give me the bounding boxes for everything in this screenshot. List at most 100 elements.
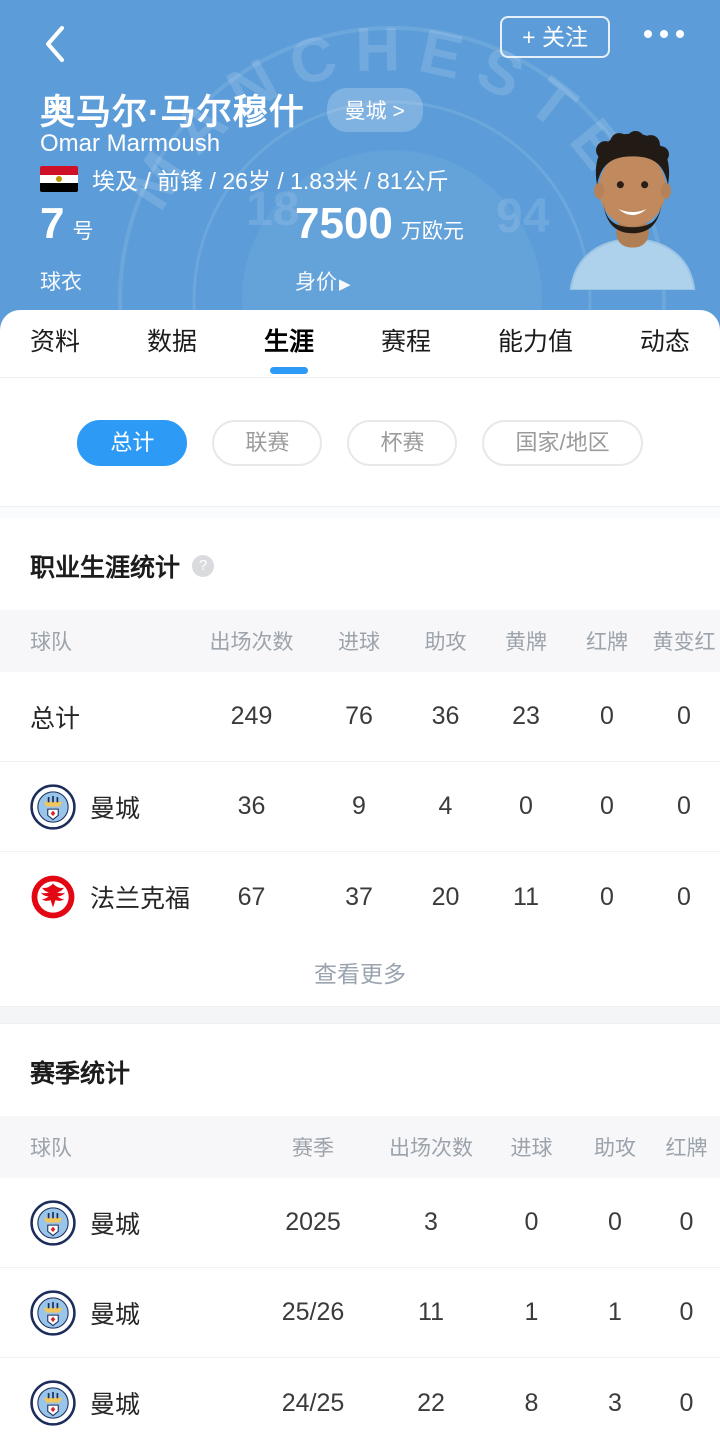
stat-cell: 0 bbox=[677, 882, 691, 911]
table-row[interactable]: 曼城 36 9 4 0 0 0 bbox=[0, 762, 720, 852]
filter-pills: 总计 联赛 杯赛 国家/地区 bbox=[0, 378, 720, 506]
stat-cell: 67 bbox=[237, 882, 266, 911]
stat-cell: 24/25 bbox=[281, 1388, 345, 1417]
stat-cell: 76 bbox=[345, 702, 373, 730]
table-row[interactable]: 曼城 2025 3 0 0 0 bbox=[0, 1178, 720, 1268]
tab-feed[interactable]: 动态 bbox=[639, 327, 690, 356]
back-button[interactable] bbox=[38, 20, 82, 64]
season-table: 球队 赛季 出场次数 进球 助攻 红牌 曼城 2025 3 0 0 0 曼城 25/26 11 1 1 0 曼… bbox=[0, 1116, 720, 1448]
jersey-number: 7 bbox=[40, 199, 65, 248]
filter-national[interactable]: 国家/地区 bbox=[482, 420, 643, 466]
tab-profile[interactable]: 资料 bbox=[30, 327, 81, 356]
stat-cell: 0 bbox=[677, 792, 691, 820]
stat-cell: 0 bbox=[679, 1388, 694, 1417]
tab-bar: 资料 数据 生涯 赛程 能力值 动态 bbox=[0, 310, 720, 378]
follow-button[interactable]: + 关注 bbox=[500, 16, 610, 58]
more-button[interactable] bbox=[644, 30, 684, 38]
stat-cell: 0 bbox=[519, 792, 533, 820]
team-cell: 曼城 bbox=[0, 783, 190, 830]
filter-cup[interactable]: 杯赛 bbox=[347, 420, 458, 466]
column-header: 助攻 bbox=[594, 1137, 636, 1160]
help-icon[interactable]: ? bbox=[192, 555, 215, 577]
jersey-unit: 号 bbox=[72, 220, 94, 243]
stat-cell: 36 bbox=[237, 792, 266, 820]
stat-cell: 0 bbox=[600, 792, 614, 820]
team-name: 曼城 bbox=[90, 1300, 141, 1329]
stat-cell: 3 bbox=[424, 1208, 438, 1236]
column-header: 出场次数 bbox=[209, 631, 294, 654]
team-cell: 曼城 bbox=[0, 1199, 250, 1246]
column-header: 进球 bbox=[338, 631, 380, 654]
filter-total[interactable]: 总计 bbox=[77, 420, 188, 466]
frankfurt-logo bbox=[31, 875, 75, 919]
player-info-line: 埃及 / 前锋 / 26岁 / 1.83米 / 81公斤 bbox=[92, 168, 449, 194]
column-header: 球队 bbox=[30, 631, 72, 654]
table-header-row: 球队 赛季 出场次数 进球 助攻 红牌 bbox=[0, 1116, 720, 1178]
stat-cell: 0 bbox=[677, 702, 691, 730]
stat-cell: 23 bbox=[512, 702, 540, 730]
player-name-en: Omar Marmoush bbox=[40, 130, 221, 157]
stat-cell: 25/26 bbox=[281, 1298, 345, 1326]
filter-league[interactable]: 联赛 bbox=[212, 420, 323, 466]
market-value: 7500 bbox=[295, 199, 393, 248]
stat-cell: 9 bbox=[352, 792, 366, 820]
stat-cell: 3 bbox=[608, 1388, 622, 1417]
stat-cell: 0 bbox=[524, 1208, 539, 1236]
team-cell: 曼城 bbox=[0, 1289, 250, 1336]
team-name: 曼城 bbox=[90, 1210, 141, 1239]
team-cell: 总计 bbox=[0, 699, 190, 735]
stat-cell: 0 bbox=[679, 1298, 694, 1326]
team-cell: 法兰克福 bbox=[0, 874, 190, 920]
table-row: 总计 249 76 36 23 0 0 bbox=[0, 672, 720, 762]
team-cell: 曼城 bbox=[0, 1380, 250, 1426]
triangle-right-icon: ▶ bbox=[339, 276, 351, 293]
tab-career[interactable]: 生涯 bbox=[264, 310, 314, 378]
stat-cell: 22 bbox=[417, 1388, 445, 1417]
market-value-label: 身价 bbox=[295, 271, 337, 294]
table-header-row: 球队 出场次数 进球 助攻 黄牌 红牌 黄变红 bbox=[0, 610, 720, 672]
section-separator bbox=[0, 1006, 720, 1024]
table-row[interactable]: 法兰克福 67 37 20 11 0 0 bbox=[0, 852, 720, 942]
column-header: 球队 bbox=[30, 1137, 72, 1160]
career-section-title: 职业生涯统计 bbox=[30, 554, 181, 582]
view-more-button[interactable]: 查看更多 bbox=[314, 961, 406, 987]
column-header: 红牌 bbox=[665, 1137, 708, 1160]
tab-data[interactable]: 数据 bbox=[146, 327, 197, 356]
team-name: 曼城 bbox=[90, 794, 141, 823]
stat-cell: 11 bbox=[513, 882, 539, 911]
table-row[interactable]: 曼城 25/26 11 1 1 0 bbox=[0, 1268, 720, 1358]
stat-cell: 0 bbox=[608, 1208, 622, 1236]
column-header: 出场次数 bbox=[389, 1137, 473, 1160]
stat-cell: 8 bbox=[524, 1388, 539, 1417]
market-value-unit: 万欧元 bbox=[400, 220, 464, 243]
chevron-left-icon bbox=[46, 26, 64, 62]
table-row[interactable]: 曼城 24/25 22 8 3 0 bbox=[0, 1358, 720, 1448]
tab-ability[interactable]: 能力值 bbox=[497, 327, 573, 356]
column-header: 助攻 bbox=[424, 631, 467, 654]
man-city-logo bbox=[30, 1199, 76, 1246]
profile-header: MANCHESTER 18 94 + 关注 奥马尔·马尔穆什 曼城 > Omar… bbox=[0, 0, 720, 330]
man-city-logo bbox=[30, 1289, 76, 1336]
team-badge-link[interactable]: 曼城 > bbox=[326, 87, 423, 132]
column-header: 红牌 bbox=[586, 631, 628, 654]
stat-cell: 249 bbox=[230, 702, 273, 730]
svg-text:94: 94 bbox=[496, 190, 550, 243]
tab-schedule[interactable]: 赛程 bbox=[380, 327, 431, 356]
stat-cell: 1 bbox=[524, 1298, 539, 1326]
content-card: 资料 数据 生涯 赛程 能力值 动态 总计 联赛 杯赛 国家/地区 职业生涯统计 ? 球队 出场次… bbox=[0, 310, 720, 1448]
column-header: 进球 bbox=[510, 1137, 553, 1160]
season-section: 赛季统计 球队 赛季 出场次数 进球 助攻 红牌 曼城 2025 3 0 0 0 曼城 25/26 11… bbox=[0, 1024, 720, 1448]
egypt-flag-icon bbox=[40, 166, 78, 192]
column-header: 黄牌 bbox=[505, 631, 547, 654]
market-value-link[interactable]: 7500 万欧元 身价 ▶ bbox=[295, 198, 464, 296]
stat-cell: 2025 bbox=[285, 1208, 341, 1236]
team-name: 曼城 bbox=[90, 1391, 141, 1419]
team-name: 法兰克福 bbox=[90, 885, 190, 913]
man-city-logo bbox=[30, 783, 76, 830]
column-header: 赛季 bbox=[292, 1137, 334, 1160]
ellipsis-icon bbox=[644, 30, 652, 38]
stat-cell: 11 bbox=[418, 1298, 444, 1326]
player-photo bbox=[569, 131, 696, 290]
career-section: 职业生涯统计 ? 球队 出场次数 进球 助攻 黄牌 红牌 黄变红 总计 249 76 36 23 0 0 … bbox=[0, 518, 720, 1006]
